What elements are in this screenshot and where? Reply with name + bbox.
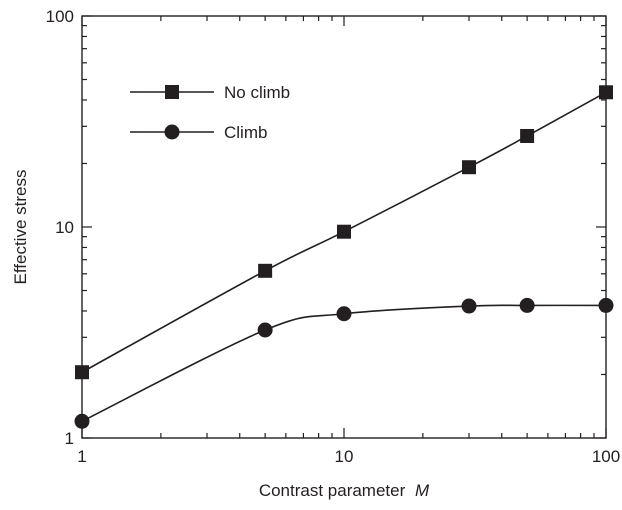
series-square [75,85,613,380]
x-axis-title-text: Contrast parameter [259,481,406,500]
data-point-square [75,365,89,380]
data-point-circle [74,413,90,429]
y-tick-label: 100 [46,7,74,26]
data-point-circle [461,298,477,314]
series-circle [74,297,614,429]
x-axis-title: Contrast parameter M [259,481,430,500]
legend-marker-circle [164,124,180,140]
data-point-square [462,160,477,175]
y-tick-label: 1 [65,429,74,448]
data-point-square [599,85,613,100]
data-point-circle [519,297,535,313]
legend-label: No climb [224,83,290,102]
data-point-square [258,263,273,278]
legend-item: Climb [130,123,267,142]
y-tick-label: 10 [55,218,74,237]
x-tick-label: 100 [592,447,620,466]
series-layer [74,85,614,429]
data-point-circle [336,306,352,322]
legend-item: No climb [130,83,290,102]
x-axis-title-variable: M [415,481,430,500]
axis-ticks [81,15,607,439]
data-point-circle [598,297,614,313]
data-point-circle [257,322,273,338]
data-point-square [337,224,351,239]
legend: No climb Climb [130,83,290,142]
legend-label: Climb [224,123,267,142]
x-tick-label: 10 [335,447,354,466]
tick-labels: 1 10 100 1 10 100 [46,7,621,466]
series-line [81,304,607,423]
data-point-square [520,128,535,143]
legend-marker-square [165,85,179,99]
y-axis-title: Effective stress [11,170,30,285]
x-tick-label: 1 [77,447,86,466]
